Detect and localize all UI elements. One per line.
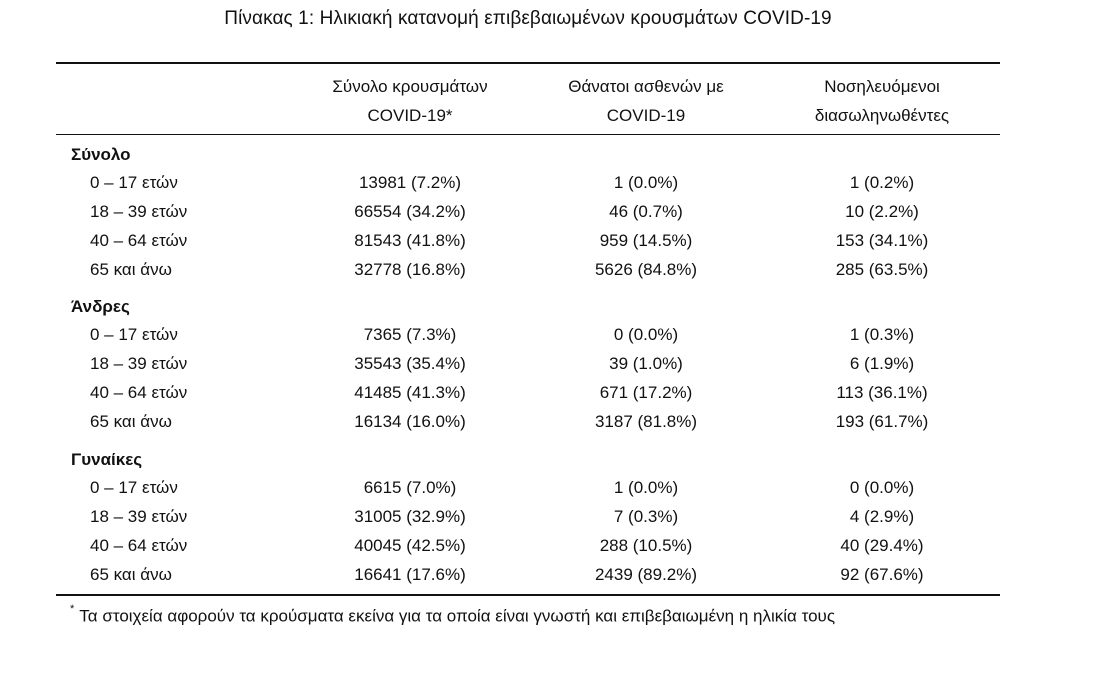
deaths-cell: 288 (10.5%) <box>599 536 693 555</box>
intubated-cell: 92 (67.6%) <box>840 565 924 584</box>
footnote-mark: * <box>70 603 75 615</box>
column-header-line: Σύνολο κρουσμάτων <box>332 77 488 96</box>
footnote: * Τα στοιχεία αφορούν τα κρούσματα εκείνα… <box>70 600 835 629</box>
intubated-cell: 1 (0.3%) <box>849 325 915 344</box>
group-heading-total: Σύνολο <box>71 145 131 164</box>
age-cell: 18 – 39 ετών <box>90 202 188 221</box>
intubated-cell: 6 (1.9%) <box>849 354 915 373</box>
group-heading-men: Άνδρες <box>71 297 130 316</box>
table-row: 18 – 39 ετών 31005 (32.9%) 7 (0.3%) 4 (2… <box>0 505 1098 529</box>
deaths-cell: 671 (17.2%) <box>599 383 693 402</box>
table-row: 0 – 17 ετών 13981 (7.2%) 1 (0.0%) 1 (0.2… <box>0 171 1098 195</box>
age-cell: 65 και άνω <box>90 565 172 584</box>
column-header-intubated: Νοσηλευόμενοι διασωληνωθέντες <box>782 72 982 130</box>
intubated-cell: 285 (63.5%) <box>835 260 929 279</box>
cases-cell: 13981 (7.2%) <box>358 173 462 192</box>
table-row: 18 – 39 ετών 35543 (35.4%) 39 (1.0%) 6 (… <box>0 352 1098 376</box>
deaths-cell: 1 (0.0%) <box>613 173 679 192</box>
age-cell: 0 – 17 ετών <box>90 173 178 192</box>
age-cell: 40 – 64 ετών <box>90 536 188 555</box>
intubated-cell: 40 (29.4%) <box>840 536 924 555</box>
group-heading-women: Γυναίκες <box>71 450 143 469</box>
cases-cell: 81543 (41.8%) <box>354 231 466 250</box>
cases-cell: 40045 (42.5%) <box>354 536 466 555</box>
deaths-cell: 46 (0.7%) <box>609 202 683 221</box>
table-row: 0 – 17 ετών 6615 (7.0%) 1 (0.0%) 0 (0.0%… <box>0 476 1098 500</box>
age-cell: 65 και άνω <box>90 412 172 431</box>
cases-cell: 35543 (35.4%) <box>354 354 466 373</box>
cases-cell: 7365 (7.3%) <box>363 325 457 344</box>
column-header-line: διασωληνωθέντες <box>814 106 950 125</box>
age-cell: 18 – 39 ετών <box>90 354 188 373</box>
column-header-total-cases: Σύνολο κρουσμάτων COVID-19* <box>310 72 510 130</box>
cases-cell: 6615 (7.0%) <box>363 478 457 497</box>
intubated-cell: 1 (0.2%) <box>849 173 915 192</box>
intubated-cell: 10 (2.2%) <box>845 202 919 221</box>
table-bottom-rule <box>56 594 1000 596</box>
deaths-cell: 2439 (89.2%) <box>594 565 698 584</box>
age-cell: 65 και άνω <box>90 260 172 279</box>
footnote-text: Τα στοιχεία αφορούν τα κρούσματα εκείνα … <box>79 606 836 626</box>
intubated-cell: 0 (0.0%) <box>849 478 915 497</box>
deaths-cell: 959 (14.5%) <box>599 231 693 250</box>
column-header-line: COVID-19 <box>606 106 686 125</box>
age-cell: 0 – 17 ετών <box>90 478 178 497</box>
column-header-line: Νοσηλευόμενοι <box>824 77 940 96</box>
table-row: 0 – 17 ετών 7365 (7.3%) 0 (0.0%) 1 (0.3%… <box>0 323 1098 347</box>
intubated-cell: 4 (2.9%) <box>849 507 915 526</box>
deaths-cell: 5626 (84.8%) <box>594 260 698 279</box>
cases-cell: 32778 (16.8%) <box>354 260 466 279</box>
deaths-cell: 39 (1.0%) <box>609 354 683 373</box>
deaths-cell: 1 (0.0%) <box>613 478 679 497</box>
table-header-rule <box>56 134 1000 135</box>
column-header-line: Θάνατοι ασθενών με <box>568 77 724 96</box>
cases-cell: 16641 (17.6%) <box>354 565 466 584</box>
age-cell: 40 – 64 ετών <box>90 383 188 402</box>
cases-cell: 31005 (32.9%) <box>354 507 466 526</box>
column-header-deaths: Θάνατοι ασθενών με COVID-19 <box>546 72 746 130</box>
deaths-cell: 0 (0.0%) <box>613 325 679 344</box>
age-cell: 0 – 17 ετών <box>90 325 178 344</box>
table-row: 65 και άνω 16134 (16.0%) 3187 (81.8%) 19… <box>0 410 1098 434</box>
deaths-cell: 3187 (81.8%) <box>594 412 698 431</box>
table-row: 65 και άνω 32778 (16.8%) 5626 (84.8%) 28… <box>0 258 1098 282</box>
table-title: Πίνακας 1: Ηλικιακή κατανομή επιβεβαιωμέ… <box>224 8 832 29</box>
age-cell: 18 – 39 ετών <box>90 507 188 526</box>
cases-cell: 16134 (16.0%) <box>354 412 466 431</box>
table-top-rule <box>56 62 1000 64</box>
intubated-cell: 193 (61.7%) <box>835 412 929 431</box>
intubated-cell: 153 (34.1%) <box>835 231 929 250</box>
table-row: 40 – 64 ετών 40045 (42.5%) 288 (10.5%) 4… <box>0 534 1098 558</box>
column-header-line: COVID-19* <box>367 106 453 125</box>
table-row: 65 και άνω 16641 (17.6%) 2439 (89.2%) 92… <box>0 563 1098 587</box>
table-row: 40 – 64 ετών 41485 (41.3%) 671 (17.2%) 1… <box>0 381 1098 405</box>
cases-cell: 41485 (41.3%) <box>354 383 466 402</box>
deaths-cell: 7 (0.3%) <box>613 507 679 526</box>
table-row: 18 – 39 ετών 66554 (34.2%) 46 (0.7%) 10 … <box>0 200 1098 224</box>
intubated-cell: 113 (36.1%) <box>836 383 928 402</box>
table-row: 40 – 64 ετών 81543 (41.8%) 959 (14.5%) 1… <box>0 229 1098 253</box>
cases-cell: 66554 (34.2%) <box>354 202 466 221</box>
age-cell: 40 – 64 ετών <box>90 231 188 250</box>
